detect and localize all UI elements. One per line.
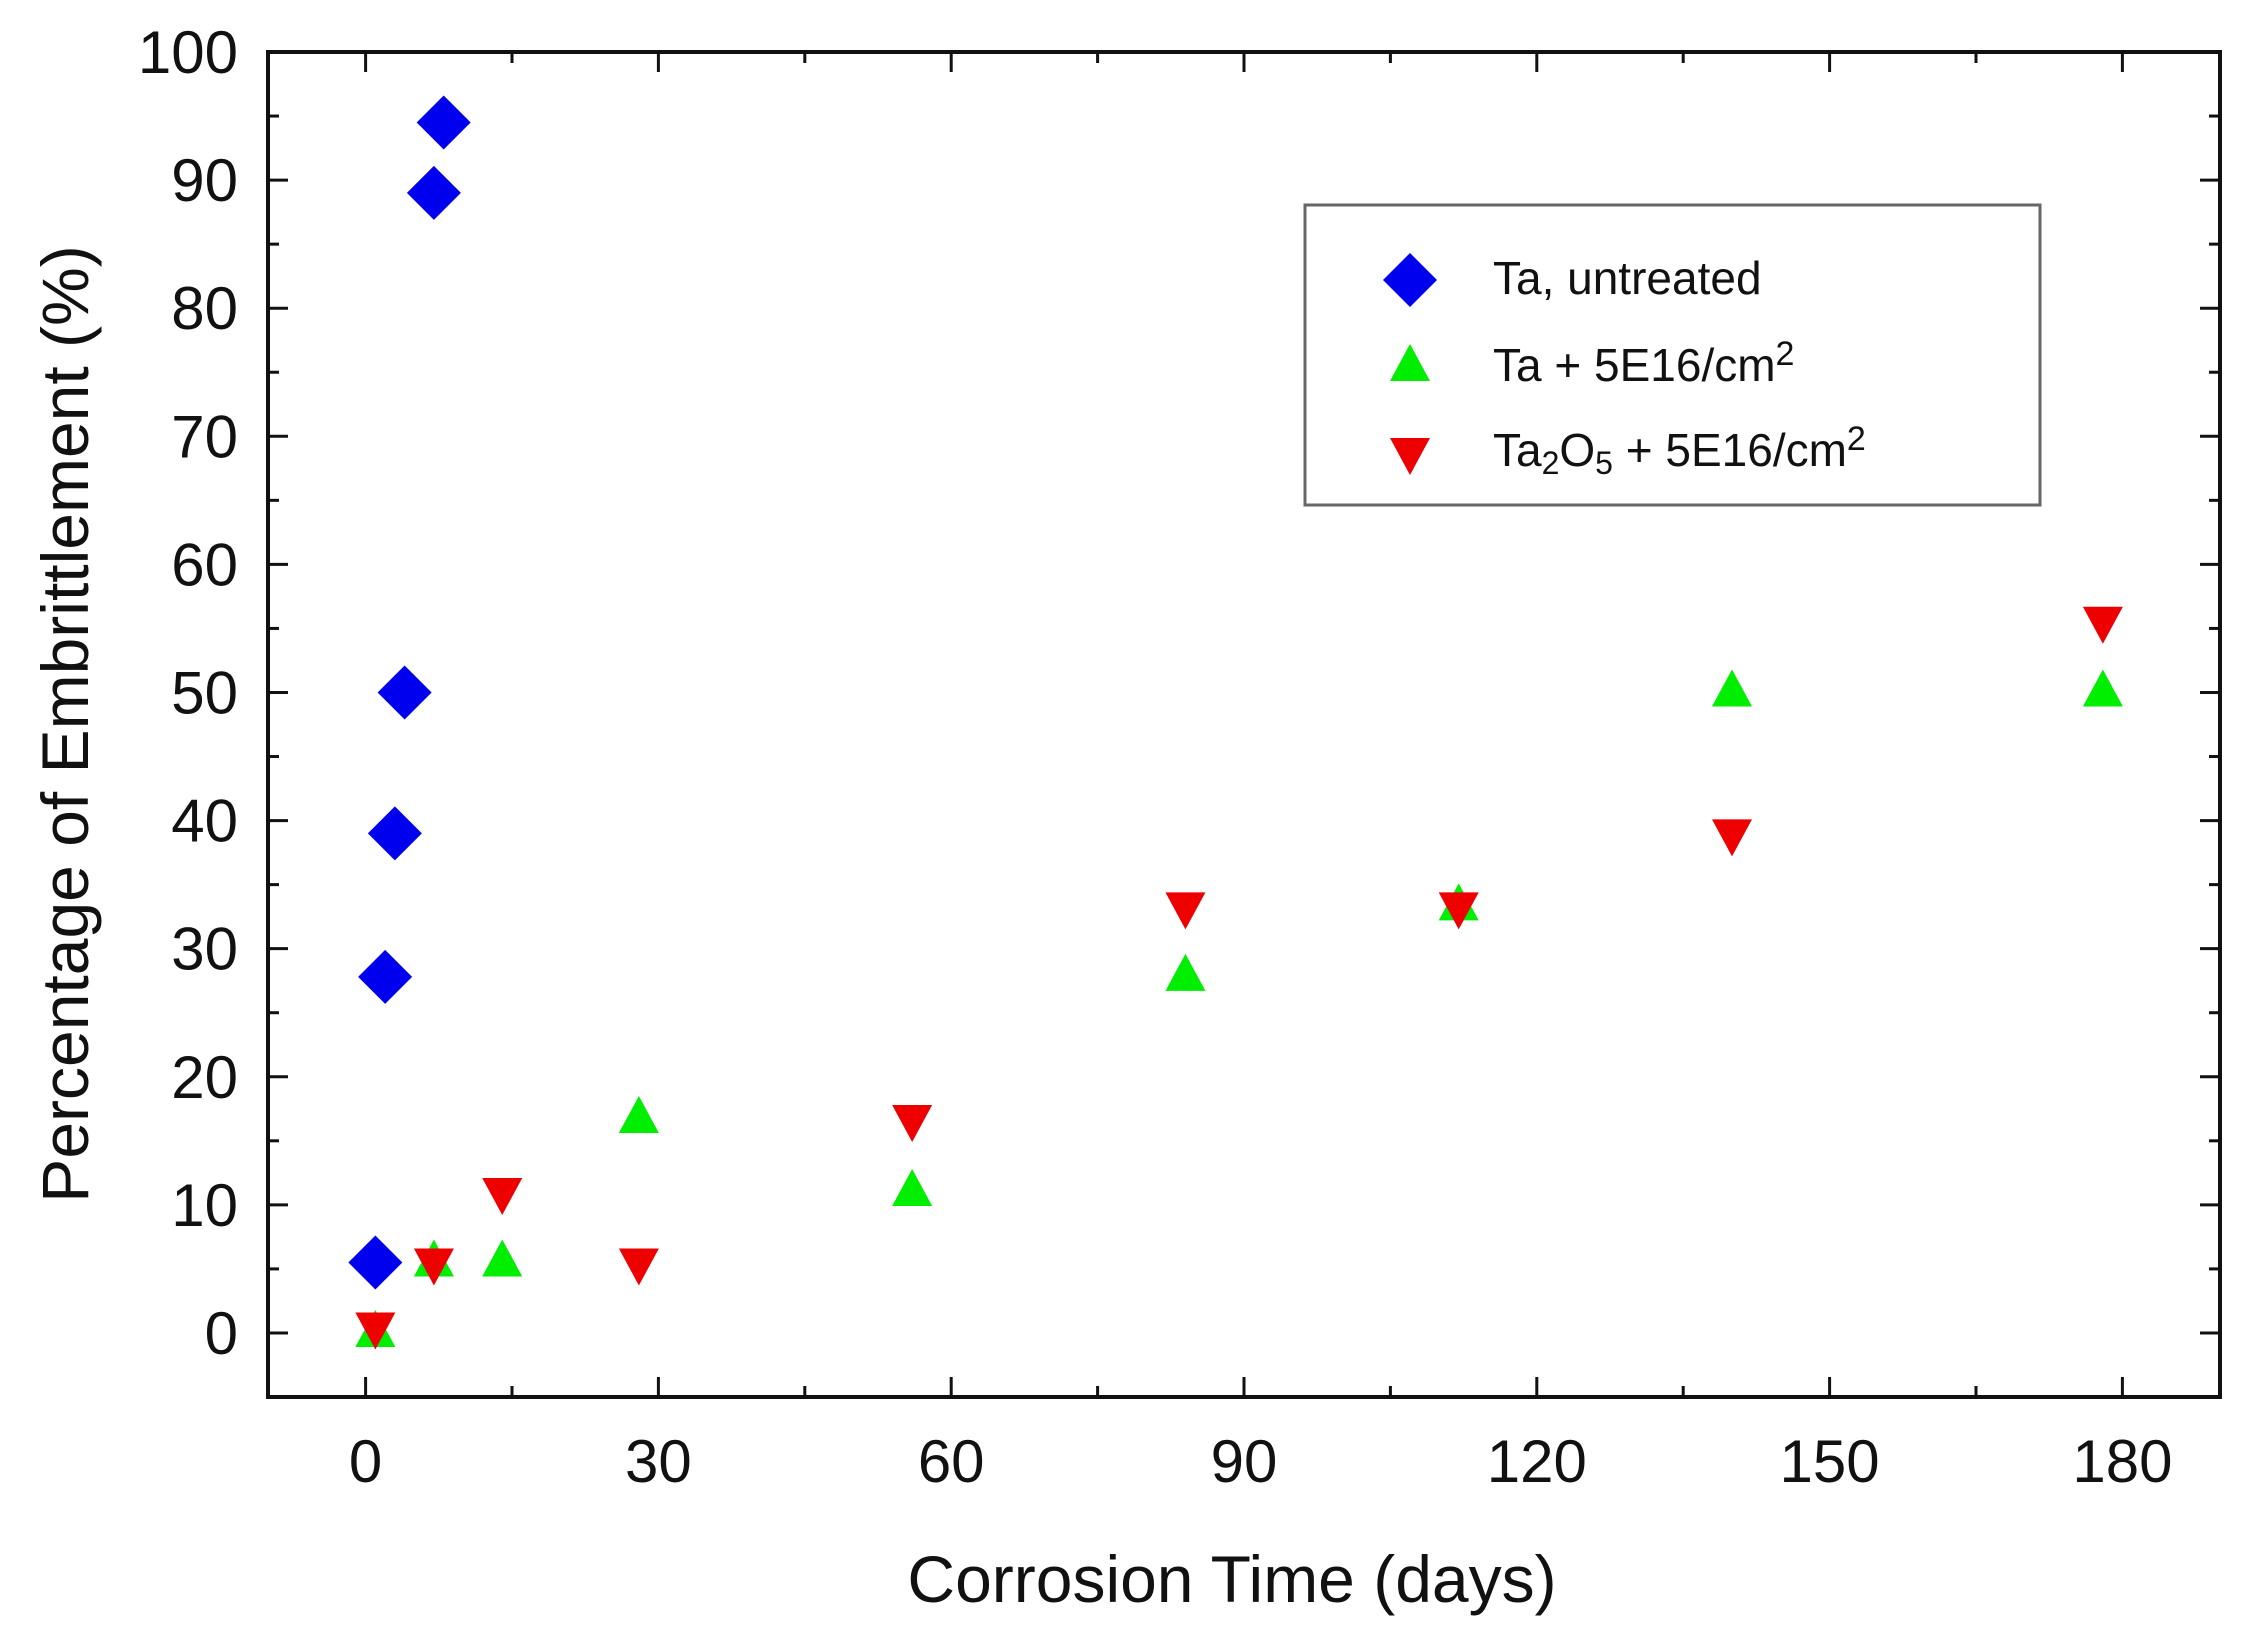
legend-label-ta-untreated: Ta, untreated <box>1493 252 1762 304</box>
legend-label-ta-implanted: Ta + 5E16/cm2 <box>1493 335 1794 391</box>
x-tick-label: 120 <box>1487 1428 1587 1495</box>
triangle-down-data-point <box>1712 819 1752 857</box>
legend-triangle-up-icon <box>1390 344 1430 381</box>
diamond-data-point <box>358 949 413 1004</box>
diamond-data-point <box>406 165 461 220</box>
y-tick-label: 30 <box>171 916 238 983</box>
legend: Ta, untreated Ta + 5E16/cm2 Ta2O5 + 5E16… <box>1303 203 2042 507</box>
y-axis-title: Percentage of Embrittlement (%) <box>28 245 102 1202</box>
legend-label-ta2o5-part-o: O <box>1559 424 1595 476</box>
legend-label-ta2o5-sub-2: 2 <box>1542 445 1560 481</box>
y-tick-label: 60 <box>171 531 238 598</box>
y-tick-label: 70 <box>171 403 238 470</box>
triangle-down-data-point <box>1438 892 1479 930</box>
legend-label-ta2o5-part-rest: + 5E16/cm <box>1613 424 1847 476</box>
triangle-up-data-point <box>618 1096 659 1134</box>
y-tick-label: 80 <box>171 275 238 342</box>
diamond-data-point <box>416 95 471 150</box>
axis-tick-labels: 0 30 60 90 120 150 180 0 10 20 30 40 50 60 70 80 90 100 <box>138 19 2173 1495</box>
diamond-data-point <box>367 806 422 861</box>
x-axis-title: Corrosion Time (days) <box>907 1542 1556 1616</box>
x-tick-label: 90 <box>1211 1428 1278 1495</box>
y-tick-label: 10 <box>171 1172 238 1239</box>
triangle-up-data-point <box>1712 669 1752 707</box>
triangle-up-data-point <box>482 1239 523 1277</box>
y-tick-label: 40 <box>171 788 238 855</box>
y-tick-label: 0 <box>205 1300 238 1367</box>
legend-label-ta2o5-implanted: Ta2O5 + 5E16/cm2 <box>1493 420 1866 481</box>
x-tick-label: 60 <box>918 1428 985 1495</box>
triangle-down-data-point <box>355 1312 396 1350</box>
diamond-data-point <box>377 665 432 720</box>
legend-label-ta-implanted-text: Ta + 5E16/cm <box>1493 339 1776 391</box>
legend-box <box>1303 203 2042 507</box>
triangle-down-data-point <box>482 1178 523 1216</box>
x-tick-label: 150 <box>1780 1428 1880 1495</box>
axis-ticks <box>268 50 2220 1397</box>
data-points <box>348 95 2123 1350</box>
triangle-up-data-point <box>2082 669 2123 707</box>
y-tick-label: 20 <box>171 1044 238 1111</box>
triangle-down-data-point <box>892 1105 933 1143</box>
triangle-down-data-point <box>618 1248 659 1286</box>
triangle-down-data-point <box>1165 892 1206 930</box>
triangle-up-data-point <box>1165 953 1206 991</box>
x-tick-label: 180 <box>2072 1428 2172 1495</box>
y-tick-label: 90 <box>171 147 238 214</box>
legend-label-ta-implanted-sup: 2 <box>1776 335 1795 373</box>
legend-label-ta2o5-sub-5: 5 <box>1595 445 1613 481</box>
legend-markers <box>1383 253 1437 475</box>
triangle-up-data-point <box>892 1169 933 1207</box>
triangle-down-data-point <box>413 1248 454 1286</box>
legend-label-ta2o5-sup: 2 <box>1847 420 1866 458</box>
triangle-down-data-point <box>2082 606 2123 644</box>
legend-diamond-icon <box>1383 253 1437 307</box>
legend-triangle-down-icon <box>1390 438 1430 475</box>
diamond-data-point <box>348 1235 403 1290</box>
x-tick-label: 0 <box>349 1428 382 1495</box>
y-tick-label: 100 <box>138 19 238 86</box>
legend-label-ta2o5-part-ta: Ta <box>1493 424 1542 476</box>
legend-label-ta-untreated-text: Ta, untreated <box>1493 252 1762 304</box>
x-tick-label: 30 <box>625 1428 692 1495</box>
y-tick-label: 50 <box>171 659 238 726</box>
